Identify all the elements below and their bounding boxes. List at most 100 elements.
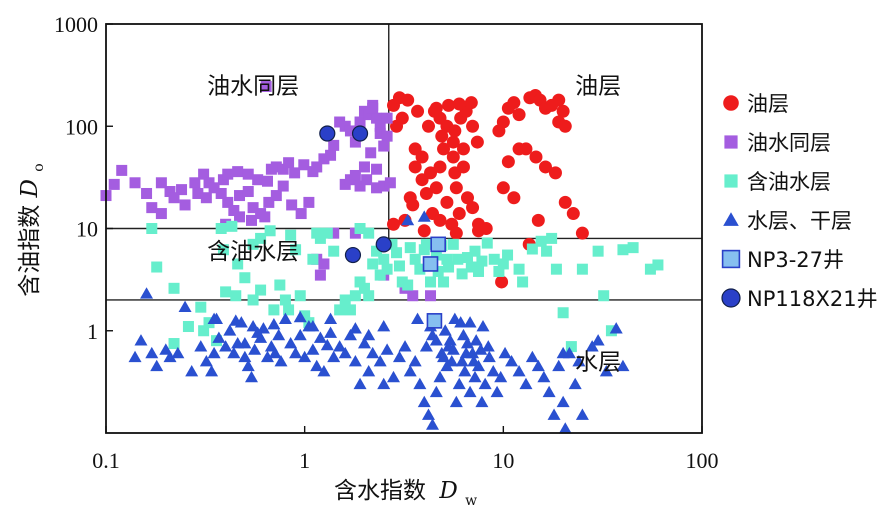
data-point: [217, 174, 229, 186]
y-axis-label: 含油指数 D o: [17, 163, 47, 297]
data-point: [424, 166, 438, 180]
data-point: [585, 340, 599, 352]
data-point: [378, 253, 390, 265]
data-point: [324, 326, 338, 338]
data-point: [552, 93, 566, 107]
data-point: [566, 207, 580, 221]
data-point: [283, 157, 295, 169]
data-point: [448, 124, 462, 138]
data-point: [447, 238, 459, 250]
data-point: [404, 242, 416, 254]
data-point: [411, 312, 425, 324]
data-point: [381, 130, 393, 142]
series-square-outline: [422, 236, 446, 329]
data-point: [358, 282, 370, 294]
data-point: [307, 253, 319, 265]
data-point: [195, 301, 207, 313]
data-point: [463, 385, 477, 398]
data-point: [403, 364, 417, 377]
x-tick-label: 0.1: [92, 448, 120, 473]
data-point: [277, 180, 289, 192]
data-point: [469, 334, 483, 346]
legend-label: NP3-27井: [747, 248, 844, 272]
data-point: [171, 346, 185, 359]
data-point: [576, 263, 588, 275]
data-point: [411, 104, 425, 118]
data-point: [306, 343, 320, 355]
data-point: [299, 310, 311, 322]
data-point: [468, 370, 482, 383]
data-point: [318, 258, 330, 270]
data-point: [512, 108, 526, 122]
data-point: [443, 261, 455, 273]
data-point: [572, 355, 586, 367]
data-point: [247, 294, 259, 306]
data-point: [459, 346, 473, 359]
data-point: [274, 279, 286, 291]
data-point: [546, 232, 558, 244]
data-point: [437, 142, 451, 156]
data-point: [279, 294, 291, 306]
data-point: [155, 208, 167, 220]
legend-marker: [723, 212, 739, 226]
data-point: [470, 135, 484, 149]
data-point: [421, 408, 435, 420]
data-point: [599, 364, 613, 377]
data-point: [481, 340, 495, 352]
x-axis-ticks: 0.1 1 10 100: [92, 426, 719, 473]
data-point: [556, 346, 570, 359]
region-label: 油水同层: [207, 74, 299, 100]
data-point: [311, 161, 323, 173]
data-point: [575, 408, 589, 420]
data-point: [644, 263, 656, 275]
data-point: [207, 346, 221, 359]
data-point: [426, 313, 443, 329]
data-point: [128, 350, 142, 363]
legend-label: NP118X21井: [747, 287, 878, 311]
data-point: [367, 258, 379, 270]
data-point: [349, 136, 361, 148]
data-point: [384, 177, 396, 189]
data-point: [474, 343, 488, 355]
data-point: [310, 359, 324, 372]
data-point: [616, 359, 630, 372]
data-point: [222, 196, 234, 208]
data-point: [200, 192, 212, 204]
data-point: [220, 286, 232, 298]
data-point: [374, 269, 386, 281]
data-point: [325, 149, 337, 161]
data-point: [168, 282, 180, 294]
data-point: [438, 324, 452, 336]
data-point: [541, 245, 553, 257]
data-point: [481, 237, 493, 249]
data-point: [238, 337, 252, 349]
data-point: [314, 269, 326, 281]
data-point: [272, 328, 286, 341]
data-point: [452, 377, 466, 390]
data-point: [476, 255, 488, 267]
data-point: [422, 256, 439, 272]
data-point: [617, 244, 629, 256]
data-point: [349, 290, 361, 302]
data-point: [429, 181, 443, 195]
data-point: [502, 249, 514, 261]
legend-item: 油层: [723, 92, 789, 116]
data-point: [219, 340, 233, 352]
data-point: [179, 199, 191, 211]
data-point: [517, 276, 529, 288]
data-point: [232, 258, 244, 270]
legend-marker: [721, 288, 741, 308]
data-point: [425, 276, 437, 288]
series-circle-outline: [319, 125, 392, 264]
data-point: [493, 265, 505, 277]
data-point: [598, 290, 610, 302]
data-point: [525, 350, 539, 363]
x-tick-label: 1: [299, 448, 310, 473]
data-point: [494, 370, 508, 383]
data-point: [246, 320, 260, 332]
data-point: [414, 263, 426, 275]
data-point: [319, 125, 336, 142]
data-point: [178, 300, 192, 313]
data-point: [192, 187, 204, 199]
data-point: [182, 321, 194, 333]
